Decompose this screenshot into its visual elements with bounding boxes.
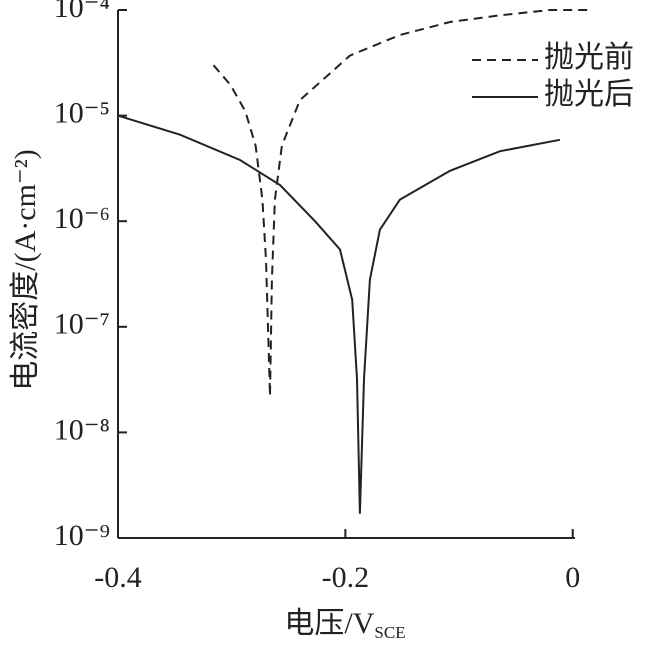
legend-label: 抛光前	[544, 41, 634, 74]
y-tick-label: 10⁻⁵	[54, 96, 110, 129]
y-tick-label: 10⁻⁸	[54, 413, 110, 446]
x-axis-label-subscript: SCE	[374, 623, 405, 642]
y-axis-label: 电流密度/(A·cm⁻²)	[9, 149, 42, 390]
y-tick-label: 10⁻⁷	[54, 308, 110, 341]
line-series	[212, 9, 590, 397]
y-tick-label: 10⁻⁹	[54, 519, 110, 552]
y-tick-label: 10⁻⁴	[54, 0, 110, 24]
x-tick-label: -0.2	[322, 561, 370, 594]
x-axis-label-text: 电压/V	[284, 607, 374, 640]
legend-label: 抛光后	[544, 78, 634, 111]
line-series	[117, 114, 561, 514]
y-tick-label: 10⁻⁶	[54, 202, 110, 235]
x-tick-label: -0.4	[94, 561, 142, 594]
x-axis-label: 电压/VSCE	[284, 607, 405, 642]
x-tick-label: 0	[565, 561, 580, 594]
